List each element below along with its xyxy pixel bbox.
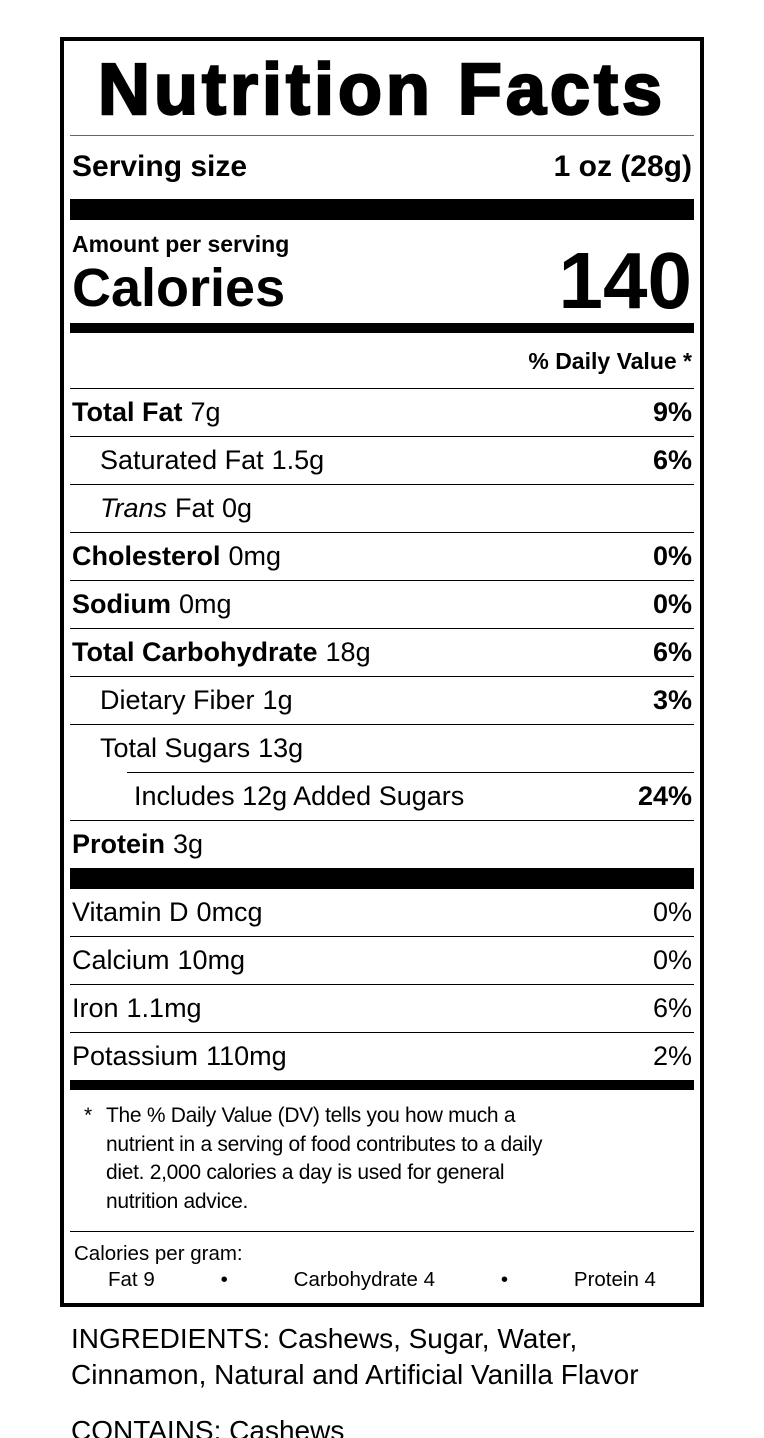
nutrient-amount: 1.1mg bbox=[126, 993, 202, 1023]
nutrient-name: Cholesterol bbox=[72, 541, 221, 571]
nutrient-dv: 6% bbox=[652, 993, 692, 1023]
nutrient-row-protein: Protein 3g bbox=[70, 821, 694, 868]
nutrient-amount: 110mg bbox=[206, 1041, 287, 1071]
nutrient-amount: 0mg bbox=[228, 541, 282, 571]
nutrient-amount: 1g bbox=[262, 685, 293, 715]
micronutrient-row-calcium: Calcium 10mg 0% bbox=[70, 937, 694, 985]
micronutrient-row-vitamin-d: Vitamin D 0mcg 0% bbox=[70, 889, 694, 937]
nutrient-row-total-fat: Total Fat 7g 9% bbox=[70, 389, 694, 437]
thick-separator-protein bbox=[70, 868, 694, 889]
nutrient-dv: 6% bbox=[652, 637, 692, 667]
nutrient-dv: 2% bbox=[652, 1041, 692, 1071]
nutrient-amount: 3g bbox=[173, 829, 204, 859]
nutrient-name-amount: Protein 3g bbox=[72, 829, 203, 860]
nutrient-name-amount: Total Sugars 13g bbox=[100, 733, 303, 764]
nutrient-row-sodium: Sodium 0mg 0% bbox=[70, 581, 694, 629]
nutrition-facts-label: Nutrition Facts Serving size 1 oz (28g) … bbox=[60, 37, 704, 1307]
medium-separator-footnote bbox=[70, 1080, 694, 1090]
calories-value: 140 bbox=[558, 236, 692, 325]
nutrient-amount: 7g bbox=[190, 397, 221, 427]
calories-per-gram-row: Fat 9 • Carbohydrate 4 • Protein 4 bbox=[72, 1267, 692, 1293]
calories-per-gram: Calories per gram: Fat 9 • Carbohydrate … bbox=[70, 1232, 694, 1303]
nutrient-name: Total Carbohydrate bbox=[72, 637, 318, 667]
micronutrient-row-iron: Iron 1.1mg 6% bbox=[70, 985, 694, 1033]
nutrient-name-amount: Cholesterol 0mg bbox=[72, 541, 281, 572]
nutrient-name-amount: Sodium 0mg bbox=[72, 589, 232, 620]
nutrient-name-amount: Calcium 10mg bbox=[72, 945, 245, 976]
nutrient-name: Saturated Fat bbox=[100, 445, 264, 475]
nutrient-dv: 3% bbox=[652, 685, 692, 715]
serving-size-label: Serving size bbox=[72, 150, 248, 183]
nutrient-row-dietary-fiber: Dietary Fiber 1g 3% bbox=[70, 677, 694, 725]
nutrient-name: Fat bbox=[175, 493, 215, 523]
cpg-protein: Protein 4 bbox=[573, 1268, 656, 1291]
nutrient-row-saturated-fat: Saturated Fat 1.5g 6% bbox=[70, 437, 694, 485]
nutrient-amount: 0mg bbox=[179, 589, 232, 619]
nutrient-name: Sodium bbox=[72, 589, 171, 619]
nutrient-amount: 10mg bbox=[177, 945, 246, 975]
nutrient-name-italic: Trans bbox=[100, 493, 168, 523]
nutrient-row-total-sugars: Total Sugars 13g bbox=[70, 725, 694, 772]
calories-block: Amount per serving Calories 140 bbox=[70, 220, 694, 323]
nutrient-amount: 1.5g bbox=[271, 445, 325, 475]
nutrient-name: Total Sugars bbox=[100, 733, 251, 763]
nutrient-amount: 0g bbox=[222, 493, 253, 523]
footnote-marker: * bbox=[84, 1104, 92, 1127]
nutrient-row-cholesterol: Cholesterol 0mg 0% bbox=[70, 533, 694, 581]
nutrient-amount: 13g bbox=[258, 733, 304, 763]
nutrient-name: Vitamin D bbox=[72, 897, 189, 927]
nutrient-dv: 6% bbox=[652, 445, 692, 475]
nutrient-name: Total Fat bbox=[72, 397, 183, 427]
nutrient-dv: 0% bbox=[652, 897, 692, 927]
calories-left: Amount per serving Calories bbox=[72, 229, 289, 318]
nutrient-dv: 9% bbox=[652, 397, 692, 427]
nutrient-row-total-carbohydrate: Total Carbohydrate 18g 6% bbox=[70, 629, 694, 677]
nutrient-name-amount: Saturated Fat 1.5g bbox=[100, 445, 324, 476]
nutrient-row-added-sugars: Includes 12g Added Sugars 24% bbox=[70, 773, 694, 821]
nutrient-dv: 0% bbox=[652, 541, 692, 571]
micronutrient-row-potassium: Potassium 110mg 2% bbox=[70, 1033, 694, 1080]
nutrient-name: Dietary Fiber bbox=[100, 685, 255, 715]
nutrient-name-amount: Dietary Fiber 1g bbox=[100, 685, 293, 716]
nutrient-name: Includes 12g Added Sugars bbox=[134, 781, 465, 811]
nutrient-dv: 0% bbox=[652, 945, 692, 975]
calories-label: Calories bbox=[72, 258, 286, 318]
bullet-separator: • bbox=[500, 1268, 509, 1291]
footnote-text: The % Daily Value (DV) tells you how muc… bbox=[106, 1104, 543, 1213]
nutrient-name-amount: Vitamin D 0mcg bbox=[72, 897, 263, 928]
nutrient-amount: 0mcg bbox=[196, 897, 263, 927]
nutrient-name-amount: Potassium 110mg bbox=[72, 1041, 287, 1072]
added-sugars-separator bbox=[127, 772, 694, 773]
amount-per-serving-label: Amount per serving bbox=[72, 231, 290, 257]
nutrient-row-trans-fat: Trans Fat 0g bbox=[70, 485, 694, 533]
serving-size-value: 1 oz (28g) bbox=[553, 150, 692, 183]
ingredients-section: INGREDIENTS: Cashews, Sugar, Water, Cinn… bbox=[0, 1307, 764, 1438]
nutrient-name-amount: Total Carbohydrate 18g bbox=[72, 637, 371, 668]
nutrient-name: Protein bbox=[72, 829, 166, 859]
thick-separator-top bbox=[70, 199, 694, 220]
footnote: * The % Daily Value (DV) tells you how m… bbox=[70, 1090, 694, 1232]
nutrient-name-amount: Total Fat 7g bbox=[72, 397, 221, 428]
nutrient-name: Iron bbox=[72, 993, 119, 1023]
cpg-fat: Fat 9 bbox=[108, 1268, 155, 1291]
nutrient-amount: 18g bbox=[325, 637, 371, 667]
cpg-carbohydrate: Carbohydrate 4 bbox=[293, 1268, 435, 1291]
nutrient-dv: 24% bbox=[637, 781, 692, 811]
nutrient-dv: 0% bbox=[652, 589, 692, 619]
nutrient-name-amount: Trans Fat 0g bbox=[100, 493, 252, 524]
ingredients-text: INGREDIENTS: Cashews, Sugar, Water, Cinn… bbox=[71, 1323, 639, 1390]
medium-separator-calories bbox=[70, 323, 694, 333]
nutrient-name: Potassium bbox=[72, 1041, 199, 1071]
daily-value-header: % Daily Value * bbox=[70, 333, 694, 389]
calories-per-gram-label: Calories per gram: bbox=[74, 1242, 243, 1265]
contains-text: CONTAINS: Cashews bbox=[71, 1415, 345, 1438]
title-separator bbox=[70, 135, 694, 136]
bullet-separator: • bbox=[220, 1268, 228, 1291]
nutrient-name: Calcium bbox=[72, 945, 170, 975]
serving-size-row: Serving size 1 oz (28g) bbox=[70, 136, 694, 199]
label-title: Nutrition Facts bbox=[97, 50, 666, 130]
nutrient-name-amount: Iron 1.1mg bbox=[72, 993, 202, 1024]
